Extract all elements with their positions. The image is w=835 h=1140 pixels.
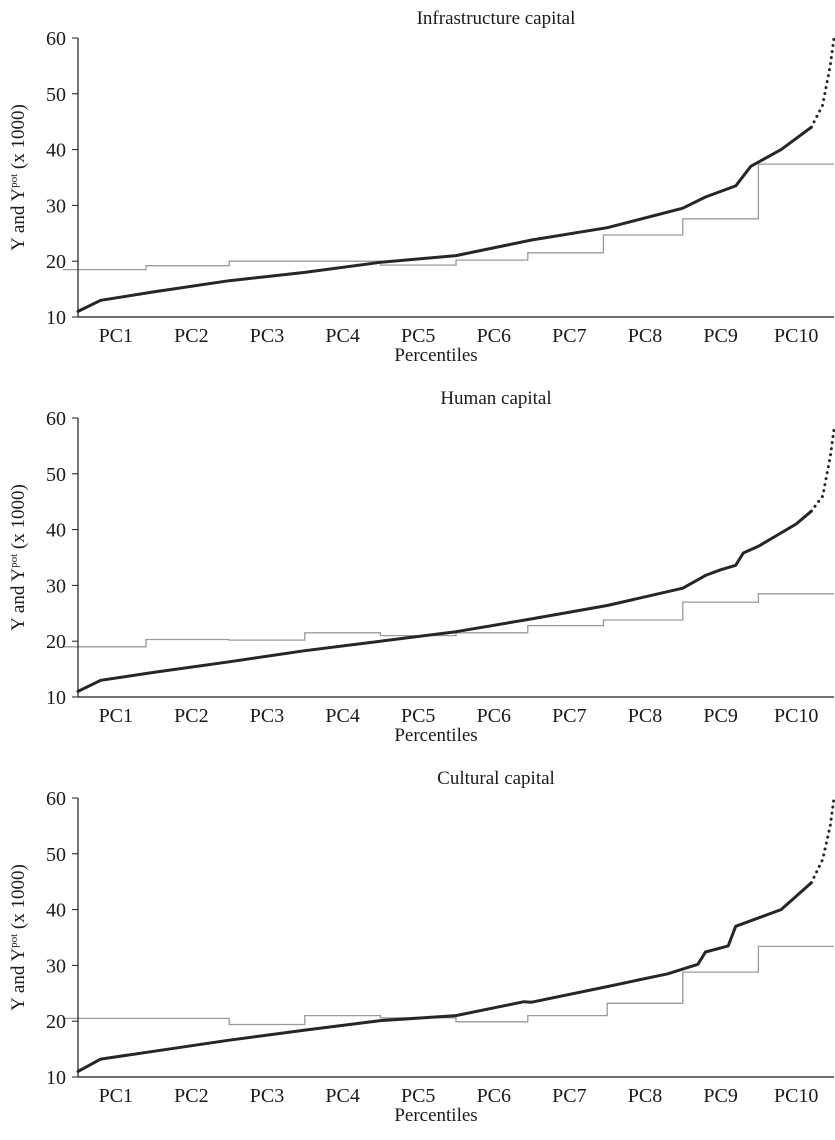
x-category-label: PC2 [174, 325, 208, 347]
x-category-label: PC6 [477, 705, 511, 727]
x-category-label: PC6 [477, 325, 511, 347]
potential-income-step-line [62, 593, 834, 648]
y-tick-label: 50 [46, 464, 66, 486]
chart-title: Infrastructure capital [417, 8, 576, 29]
chart-panel-infrastructure: Infrastructure capital 10 20 30 40 50 60 PC1 PC2… [8, 8, 835, 366]
chart-title: Cultural capital [437, 768, 555, 789]
y-tick-label: 40 [46, 140, 66, 162]
x-axis-label: Percentiles [394, 1105, 477, 1126]
x-category-label: PC3 [250, 325, 284, 347]
y-tick-label: 40 [46, 520, 66, 542]
x-category-label: PC4 [325, 325, 359, 347]
projected-income-dotted-line [809, 427, 835, 513]
y-tick-label: 30 [46, 195, 66, 217]
y-tick-label: 20 [46, 631, 66, 653]
x-category-label: PC2 [174, 705, 208, 727]
y-tick-label: 50 [46, 84, 66, 106]
y-tick-label: 50 [46, 844, 66, 866]
projected-income-dotted-line [809, 36, 835, 129]
x-category-label: PC1 [99, 1085, 133, 1107]
x-category-label: PC5 [401, 325, 435, 347]
y-tick-label: 30 [46, 575, 66, 597]
x-category-label: PC9 [703, 325, 737, 347]
x-category-label: PC3 [250, 705, 284, 727]
y-axis-label: Y and Ypot (x 1000) [8, 864, 29, 1011]
x-category-label: PC7 [552, 1085, 586, 1107]
y-axis-label-prefix: Y and Y [8, 948, 29, 1011]
chart-panel-human: Human capital 10 20 30 40 50 60 PC1 PC2 PC3 PC4 PC5… [8, 388, 835, 746]
y-axis-label: Y and Ypot (x 1000) [8, 484, 29, 631]
y-tick-label: 60 [46, 28, 66, 50]
x-category-label: PC6 [477, 1085, 511, 1107]
x-category-label: PC8 [628, 705, 662, 727]
x-category-label: PC4 [325, 705, 359, 727]
actual-income-line [76, 509, 813, 693]
x-category-label: PC9 [703, 705, 737, 727]
y-axis-label-suffix: (x 1000) [8, 484, 29, 554]
y-axis-label-prefix: Y and Y [8, 188, 29, 251]
chart-title: Human capital [440, 388, 551, 409]
actual-income-line [76, 125, 813, 313]
potential-income-step-line [62, 163, 834, 271]
x-category-label: PC4 [325, 1085, 359, 1107]
x-category-label: PC10 [774, 325, 818, 347]
y-axis-label-suffix: (x 1000) [8, 104, 29, 174]
x-category-label: PC7 [552, 325, 586, 347]
y-axis-label-superscript: pot [8, 174, 20, 188]
x-category-label: PC7 [552, 705, 586, 727]
y-tick-label: 60 [46, 788, 66, 810]
x-category-label: PC1 [99, 325, 133, 347]
x-category-label: PC10 [774, 705, 818, 727]
x-axis-label: Percentiles [394, 345, 477, 366]
x-category-label: PC8 [628, 1085, 662, 1107]
x-category-label: PC1 [99, 705, 133, 727]
y-tick-label: 60 [46, 408, 66, 430]
y-axis-label-suffix: (x 1000) [8, 864, 29, 934]
actual-income-line [76, 881, 813, 1073]
x-category-label: PC9 [703, 1085, 737, 1107]
y-tick-label: 10 [46, 687, 66, 709]
y-axis-label-superscript: pot [8, 934, 20, 948]
chart-panel-cultural: Cultural capital 10 20 30 40 50 60 PC1 PC2 PC3 PC4… [8, 768, 835, 1126]
x-category-label: PC3 [250, 1085, 284, 1107]
potential-income-step-line [62, 945, 834, 1026]
x-axis-label: Percentiles [394, 725, 477, 746]
y-axis-label-superscript: pot [8, 554, 20, 568]
y-tick-label: 20 [46, 1011, 66, 1033]
y-tick-label: 10 [46, 307, 66, 329]
y-tick-label: 20 [46, 251, 66, 273]
x-category-label: PC10 [774, 1085, 818, 1107]
x-category-label: PC5 [401, 705, 435, 727]
y-axis-label-prefix: Y and Y [8, 568, 29, 631]
y-axis-label: Y and Ypot (x 1000) [8, 104, 29, 251]
x-category-label: PC2 [174, 1085, 208, 1107]
y-tick-label: 30 [46, 955, 66, 977]
x-category-label: PC8 [628, 325, 662, 347]
y-tick-label: 10 [46, 1067, 66, 1089]
y-tick-label: 40 [46, 900, 66, 922]
projected-income-dotted-line [809, 796, 835, 885]
x-category-label: PC5 [401, 1085, 435, 1107]
